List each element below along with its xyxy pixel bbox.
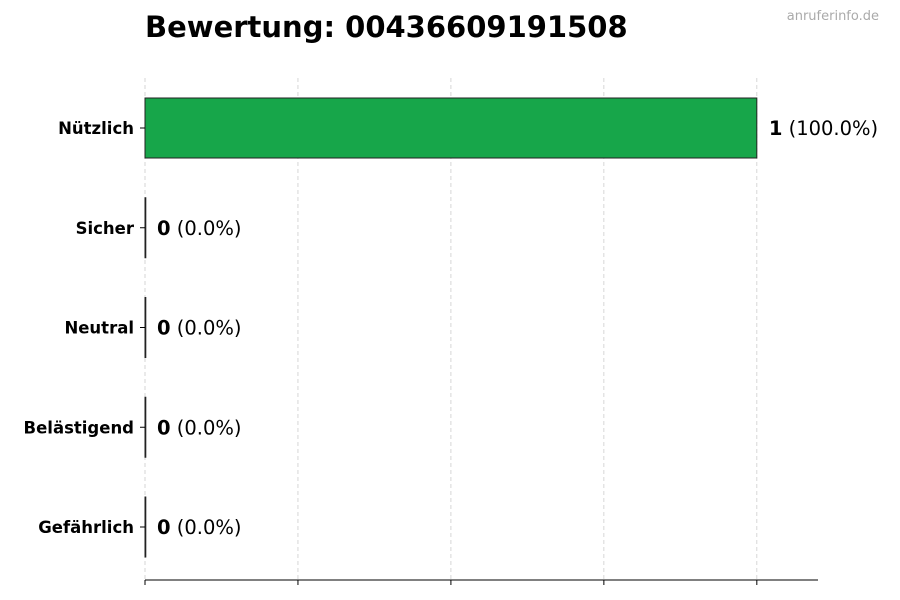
data-label: 0 (0.0%): [157, 217, 242, 240]
data-label-count: 0: [157, 217, 171, 240]
data-label-count: 0: [157, 416, 171, 439]
y-tick-label: Neutral: [64, 319, 134, 338]
bar: [144, 297, 147, 358]
bar: [144, 197, 147, 259]
watermark: anruferinfo.de: [786, 9, 879, 24]
y-tick-label: Gefährlich: [38, 518, 134, 537]
data-label: 0 (0.0%): [157, 317, 242, 340]
data-label: 0 (0.0%): [157, 516, 242, 539]
data-label: 1 (100.0%): [769, 117, 878, 140]
data-label-count: 1: [769, 117, 783, 140]
y-tick-label: Sicher: [76, 219, 135, 238]
data-label-count: 0: [157, 317, 171, 340]
data-label-percent: (100.0%): [782, 117, 878, 140]
data-label-percent: (0.0%): [171, 516, 242, 539]
data-label-percent: (0.0%): [171, 317, 242, 340]
data-label-percent: (0.0%): [171, 217, 242, 240]
data-label: 0 (0.0%): [157, 416, 242, 439]
bar: [144, 97, 758, 159]
bar: [144, 396, 147, 458]
data-label-percent: (0.0%): [171, 416, 242, 439]
chart-title: Bewertung: 00436609191508: [145, 10, 628, 44]
data-label-count: 0: [157, 516, 171, 539]
y-tick-label: Nützlich: [58, 119, 134, 138]
y-tick-label: Belästigend: [24, 418, 134, 437]
bar: [144, 496, 147, 558]
